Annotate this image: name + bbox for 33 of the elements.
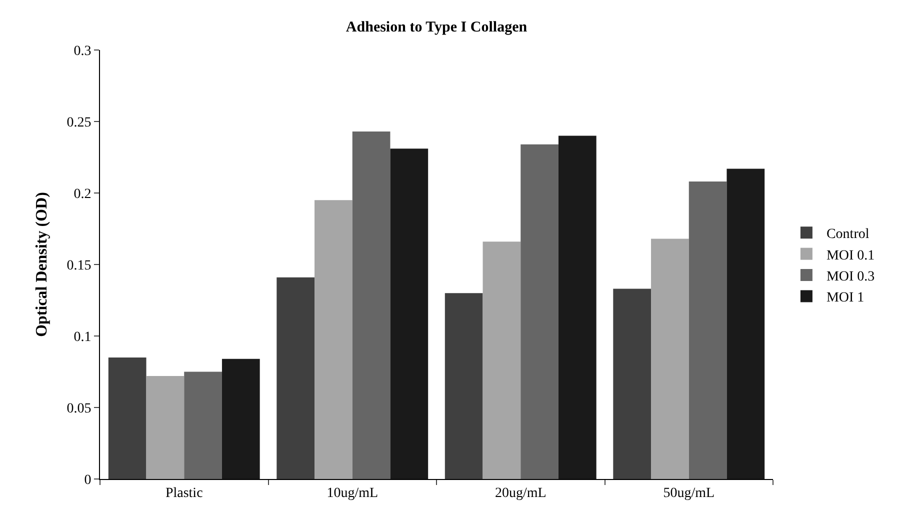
legend-label: MOI 0.3	[826, 269, 875, 284]
bar	[314, 200, 352, 479]
y-axis-title: Optical Density (OD)	[34, 192, 51, 337]
bar	[482, 242, 521, 479]
y-tick-label: 0.25	[66, 115, 92, 130]
bar	[222, 358, 260, 479]
x-tick-label: Plastic	[165, 486, 203, 501]
bar	[613, 288, 652, 479]
legend-label: MOI 1	[826, 290, 864, 306]
bar	[558, 136, 596, 479]
bar	[184, 372, 222, 479]
bar	[726, 168, 765, 479]
bar	[146, 376, 184, 479]
y-tick-label: 0.3	[74, 44, 92, 59]
bar	[108, 357, 146, 479]
legend-label: MOI 0.1	[826, 248, 875, 264]
legend-label: Control	[826, 227, 870, 242]
y-tick-label: 0.05	[66, 401, 92, 416]
x-tick-label: 10ug/mL	[326, 486, 378, 501]
bar	[352, 132, 390, 479]
x-tick-label: 20ug/mL	[494, 486, 546, 501]
bar	[688, 182, 727, 479]
bar	[276, 277, 315, 479]
y-tick-label: 0.1	[74, 330, 92, 345]
y-tick-label: 0.15	[66, 258, 92, 274]
chart-title: Adhesion to Type I Collagen	[346, 19, 528, 36]
bar	[390, 148, 428, 479]
y-tick-label: 0	[84, 472, 92, 488]
bar	[444, 293, 483, 479]
bar	[520, 144, 558, 479]
x-tick-label: 50ug/mL	[663, 486, 715, 501]
y-tick-label: 0.2	[74, 186, 92, 202]
bar	[651, 238, 689, 479]
